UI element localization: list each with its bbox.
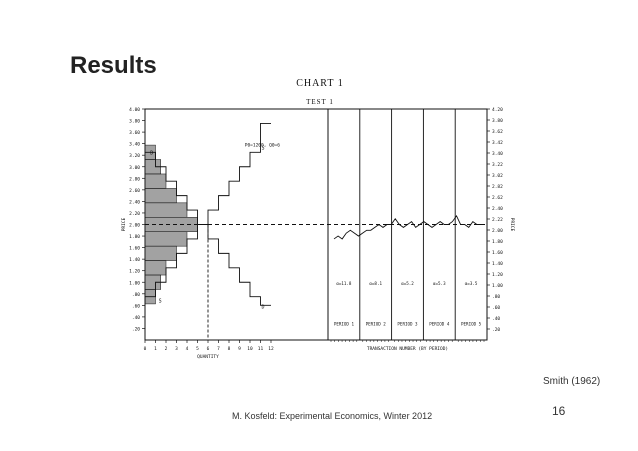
y-tick-label-left: 1.40 [129,257,140,263]
y-tick-label-right: .60 [492,305,500,311]
histogram-bar [144,188,177,204]
period-label: PERIOD 1 [334,322,355,327]
y-tick-label-left: 3.20 [129,153,140,159]
y-tick-label-left: 3.00 [129,165,140,171]
y-tick-label-left: 2.40 [129,199,140,205]
y-tick-label-right: .20 [492,327,500,333]
y-tick-label-right: 2.40 [492,206,503,212]
period-alpha-label: α=8.1 [369,281,382,286]
footer: M. Kosfeld: Experimental Economics, Wint… [232,411,433,421]
x-tick-label-left: 1 [154,346,157,352]
chart-container: CHART 1 TEST 1 4.00 3.80 3.60 3.40 3.20 3.00 2… [110,78,530,378]
y-tick-label-left: 3.40 [129,142,140,148]
y-tick-label-right: 2.22 [492,217,503,223]
y-tick-label-left: 2.20 [129,211,140,217]
x-axis-label-right: TRANSACTION NUMBER (BY PERIOD) [367,346,448,352]
y-axis-label-left: PRICE [121,217,127,231]
equilibrium-annotation: P0=1200, Q0=6 [245,143,281,149]
y-tick-label-right: 2.82 [492,184,503,190]
y-tick-label-right: 3.80 [492,118,503,124]
period-label: PERIOD 2 [366,322,387,327]
citation: Smith (1962) [543,376,601,387]
y-tick-label-left: 1.80 [129,234,140,240]
x-tick-label-left: 10 [247,346,253,352]
y-tick-label-right: 4.20 [492,107,503,113]
y-tick-label-right: 3.42 [492,140,503,146]
y-tick-label-right: 2.62 [492,195,503,201]
y-tick-label-left: .60 [132,303,140,309]
x-tick-label-left: 5 [196,346,199,352]
y-tick-label-left: 3.60 [129,130,140,136]
y-tick-label-left: 2.60 [129,188,140,194]
y-tick-label-right: 3.40 [492,151,503,157]
y-tick-label-right: .40 [492,316,500,322]
chart-subtitle: TEST 1 [306,98,334,106]
period-alpha-label: α=5.3 [433,281,446,286]
y-tick-label-right: 3.62 [492,129,503,135]
y-tick-label-left: 1.60 [129,246,140,252]
period-label: PERIOD 5 [461,322,482,327]
x-tick-label-left: 8 [228,346,231,352]
y-tick-label-left: 1.00 [129,280,140,286]
x-axis-label-left: QUANTITY [197,354,219,360]
x-tick-label-left: 12 [268,346,274,352]
histogram-bar [144,173,167,189]
histogram-bar [144,260,167,276]
y-tick-label-left: 1.20 [129,269,140,275]
y-tick-label-left: 2.00 [129,223,140,229]
y-tick-label-right: 1.00 [492,283,503,289]
y-tick-label-left: 3.80 [129,119,140,125]
slide-title: Results [70,52,157,79]
demand-label-bottom: D [262,304,265,310]
period-alpha-label: α=11.8 [336,281,352,286]
y-tick-label-left: .20 [132,326,140,332]
y-tick-label-left: .40 [132,315,140,321]
y-tick-label-right: 3.02 [492,173,503,179]
y-tick-label-left: .80 [132,292,140,298]
period-alpha-label: α=3.5 [465,281,478,286]
y-tick-label-right: .80 [492,294,500,300]
y-tick-label-right: 1.60 [492,250,503,256]
x-tick-label-left: 3 [175,346,178,352]
page-number: 16 [552,404,566,418]
supply-label-bottom: S [159,299,162,305]
x-tick-label-left: 7 [217,346,220,352]
y-tick-label-right: 2.00 [492,228,503,234]
supply-label-top: S [262,145,265,151]
period-alpha-label: α=5.2 [401,281,414,286]
demand-label-top: D [150,150,153,156]
period-label: PERIOD 3 [397,322,418,327]
x-tick-label-left: 11 [258,346,264,352]
x-tick-label-left: 0 [144,346,147,352]
histogram-bar [144,245,177,261]
y-tick-label-left: 2.80 [129,176,140,182]
y-tick-label-right: 1.40 [492,261,503,267]
transaction-price-line [333,214,481,240]
histogram-bar [144,231,188,247]
x-tick-label-left: 6 [207,346,210,352]
y-tick-label-right: 3.22 [492,162,503,168]
y-tick-label-right: 1.20 [492,272,503,278]
chart-title: CHART 1 [296,78,344,89]
y-tick-label-right: 1.80 [492,239,503,245]
histogram-bar [144,202,188,218]
chart-svg: 4.003.803.603.403.203.002.802.602.402.20… [121,107,515,360]
x-tick-label-left: 9 [238,346,241,352]
x-tick-label-left: 2 [165,346,168,352]
period-label: PERIOD 4 [429,322,450,327]
x-tick-label-left: 4 [186,346,189,352]
y-tick-label-left: 4.00 [129,107,140,113]
y-axis-label-right: PRICE [509,218,515,232]
